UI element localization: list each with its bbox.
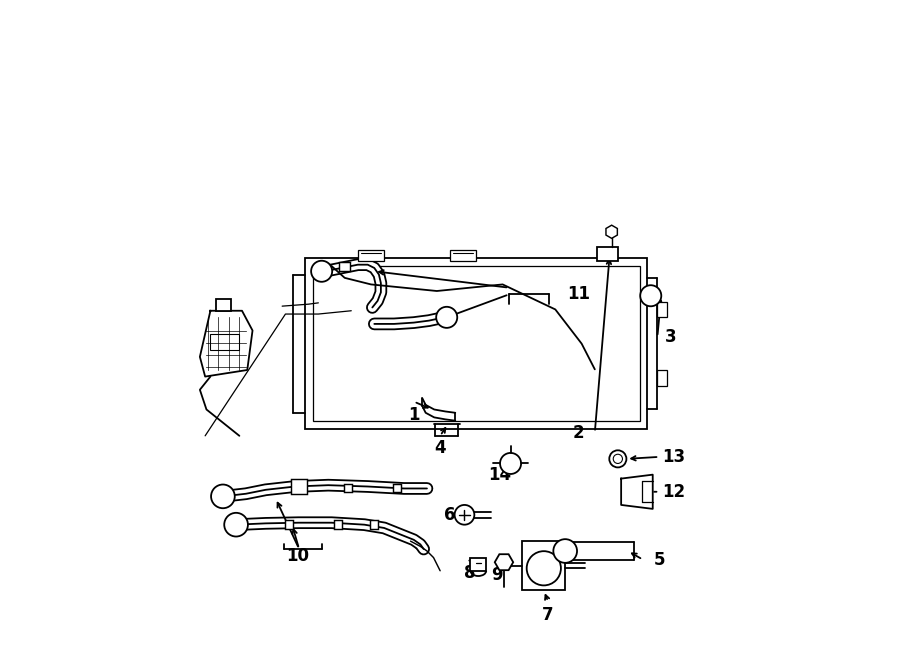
Text: 1: 1: [408, 406, 419, 424]
Text: 10: 10: [286, 547, 309, 564]
Circle shape: [311, 260, 332, 282]
Bar: [597, 247, 617, 261]
Bar: [291, 479, 307, 494]
Text: 14: 14: [488, 466, 511, 485]
Text: 2: 2: [572, 424, 584, 442]
Circle shape: [500, 453, 521, 474]
Polygon shape: [200, 311, 253, 377]
Bar: [211, 334, 239, 350]
Bar: [284, 520, 292, 529]
Text: 7: 7: [543, 606, 553, 624]
Text: 11: 11: [567, 286, 590, 303]
Bar: [450, 250, 476, 261]
Bar: [371, 520, 378, 529]
Circle shape: [640, 285, 662, 306]
Circle shape: [224, 513, 248, 537]
Bar: [216, 299, 231, 311]
Bar: [522, 541, 565, 590]
Text: 4: 4: [435, 439, 446, 457]
Bar: [358, 250, 384, 261]
Bar: [334, 520, 342, 529]
Circle shape: [454, 505, 474, 525]
Text: 6: 6: [445, 506, 455, 524]
Bar: [393, 484, 401, 492]
Text: 9: 9: [491, 566, 503, 584]
Bar: [657, 370, 667, 386]
Bar: [313, 266, 640, 421]
Bar: [339, 262, 350, 271]
Polygon shape: [621, 475, 652, 509]
Bar: [657, 301, 667, 317]
Bar: [471, 558, 486, 570]
Text: 8: 8: [464, 564, 475, 582]
Text: 13: 13: [662, 448, 686, 466]
Bar: [344, 484, 352, 492]
Circle shape: [212, 485, 235, 508]
Circle shape: [609, 450, 626, 467]
Circle shape: [554, 539, 577, 563]
Text: 15: 15: [207, 342, 230, 360]
Bar: [305, 258, 647, 429]
Text: 3: 3: [665, 328, 676, 346]
Circle shape: [436, 307, 457, 328]
Text: 5: 5: [653, 551, 665, 568]
Text: 12: 12: [662, 483, 686, 501]
